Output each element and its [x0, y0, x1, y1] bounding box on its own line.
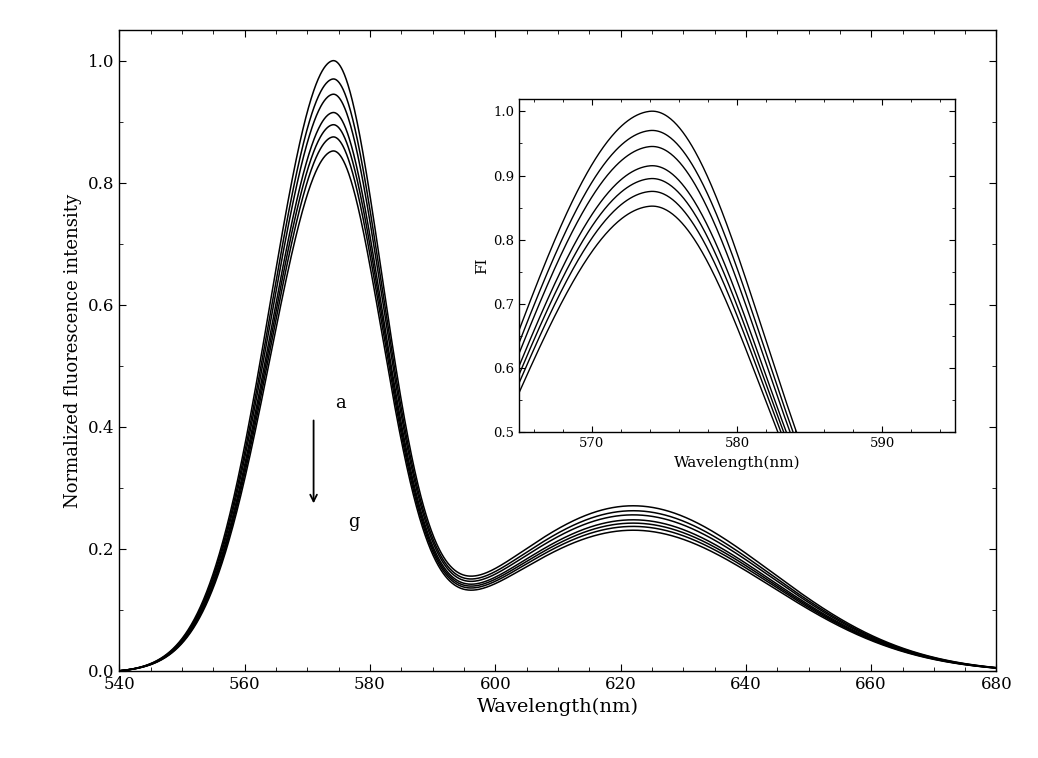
X-axis label: Wavelength(nm): Wavelength(nm)	[674, 456, 800, 470]
Text: a: a	[335, 393, 347, 412]
Y-axis label: Normalized fluorescence intensity: Normalized fluorescence intensity	[64, 193, 82, 508]
Text: g: g	[348, 513, 359, 531]
Y-axis label: FI: FI	[474, 257, 489, 274]
X-axis label: Wavelength(nm): Wavelength(nm)	[476, 698, 639, 716]
